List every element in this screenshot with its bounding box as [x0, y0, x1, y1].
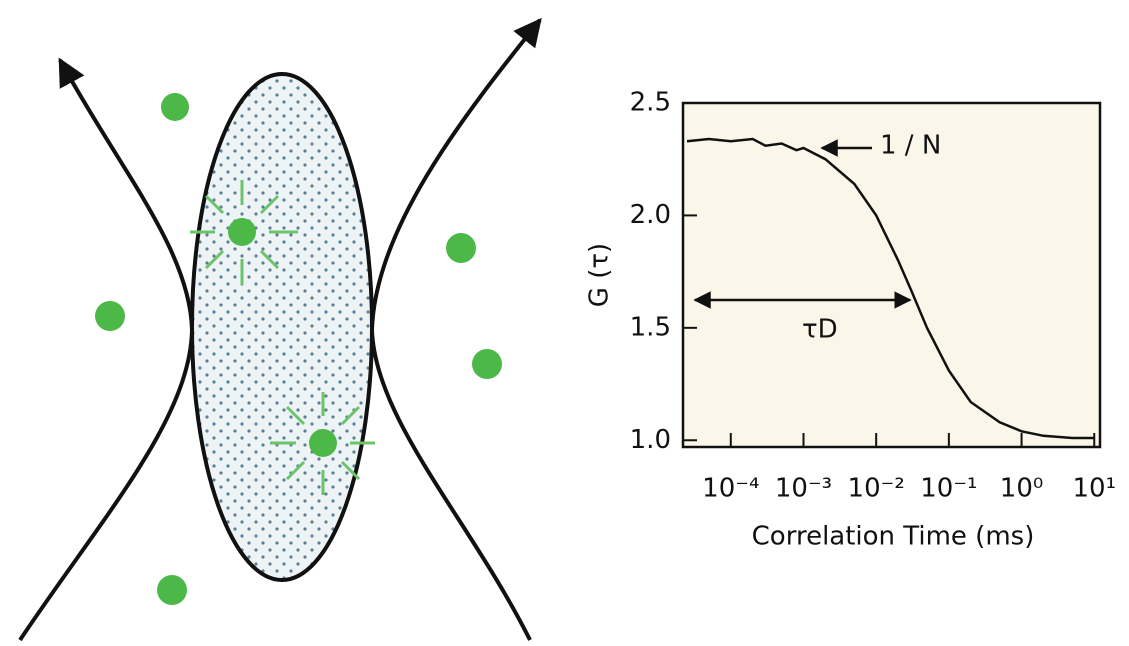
annotation: τD — [802, 315, 838, 345]
emission-rays — [190, 180, 375, 495]
beam-left — [18, 57, 195, 642]
y-tick-label: 1.5 — [630, 312, 671, 342]
molecules — [95, 93, 502, 605]
x-tick-label: 10¹ — [1072, 474, 1116, 504]
focus-diagram — [18, 17, 542, 642]
y-tick-label: 2.0 — [630, 200, 671, 230]
y-tick-label: 1.0 — [630, 425, 671, 455]
annotation: 1 / N — [880, 131, 941, 161]
x-tick-label: 10⁻¹ — [920, 474, 977, 504]
x-tick-label: 10⁻⁴ — [702, 474, 759, 504]
x-tick-label: 10⁰ — [1000, 474, 1044, 504]
y-axis-label: G (τ) — [585, 243, 615, 307]
x-tick-label: 10⁻² — [848, 474, 905, 504]
x-tick-label: 10⁻³ — [775, 474, 832, 504]
x-axis-label: Correlation Time (ms) — [752, 522, 1035, 552]
curve — [686, 137, 1095, 440]
plot-area — [681, 101, 1102, 449]
beam-right — [369, 17, 542, 641]
y-tick-label: 2.5 — [630, 88, 671, 118]
focal-volume — [190, 72, 374, 582]
